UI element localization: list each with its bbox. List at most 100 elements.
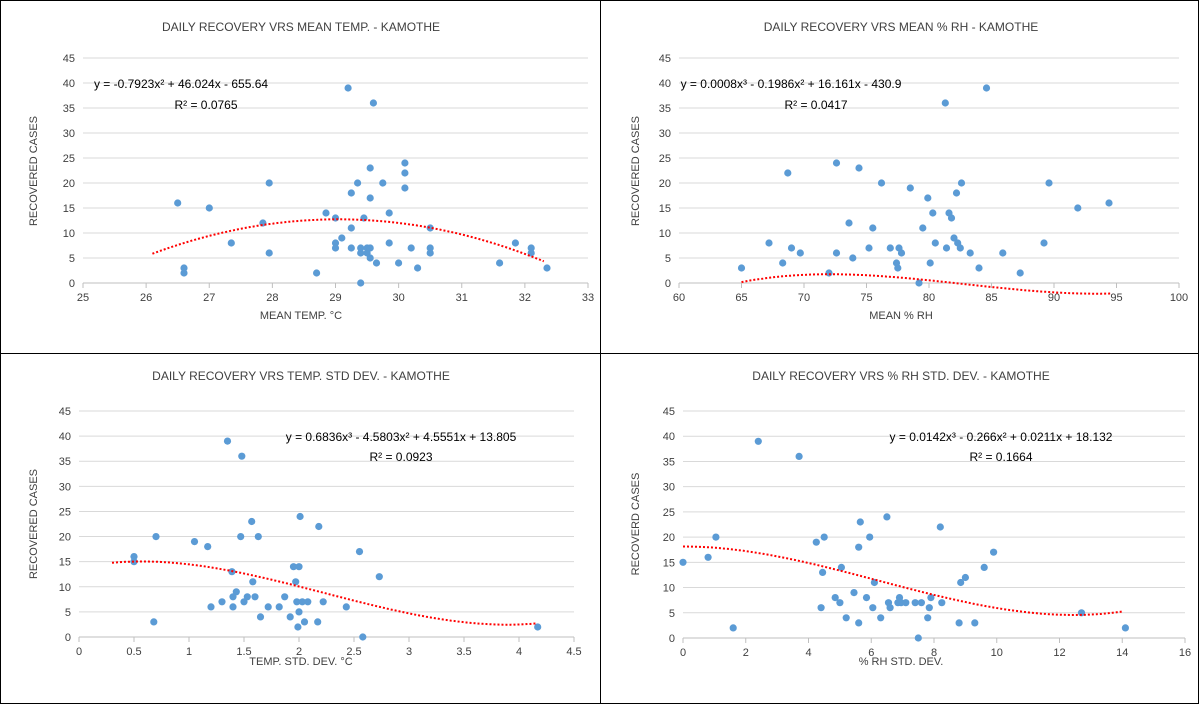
x-tick-label: 0 (76, 646, 82, 658)
data-point (426, 249, 434, 257)
data-point (729, 624, 737, 632)
data-point (401, 169, 409, 177)
data-point (130, 553, 138, 561)
y-axis-label: RECOVERED CASES (28, 116, 40, 226)
x-tick-label: 33 (582, 292, 594, 304)
data-point (265, 249, 273, 257)
r-squared-label: R² = 0.1664 (969, 450, 1032, 464)
data-point (354, 179, 362, 187)
x-axis-label: % RH STD. DEV. (859, 656, 944, 668)
data-point (1040, 239, 1048, 247)
x-tick-label: 65 (735, 292, 747, 304)
x-tick-label: 27 (203, 292, 215, 304)
data-point (817, 604, 825, 612)
data-point (180, 264, 188, 272)
data-point (787, 244, 796, 252)
data-point (223, 437, 232, 445)
x-tick-label: 70 (798, 292, 810, 304)
y-tick-label: 45 (59, 406, 71, 418)
data-point (256, 613, 265, 621)
y-tick-label: 40 (659, 78, 671, 90)
y-axis-label: RECOVERD CASES (630, 473, 642, 576)
data-point (971, 619, 979, 627)
data-point (293, 598, 301, 606)
y-tick-label: 20 (59, 532, 71, 544)
data-point (372, 259, 381, 267)
data-point (929, 209, 937, 217)
x-tick-label: 1 (186, 646, 192, 658)
y-tick-label: 0 (665, 278, 671, 290)
data-point (174, 199, 182, 207)
trendline-equation: y = 0.0142x³ - 0.266x² + 0.0211x + 18.13… (890, 430, 1113, 444)
x-tick-label: 29 (329, 292, 341, 304)
data-point (869, 604, 877, 612)
data-point (401, 184, 409, 192)
x-tick-label: 28 (266, 292, 278, 304)
data-point (952, 189, 961, 197)
data-point (295, 563, 303, 571)
y-tick-label: 5 (669, 608, 675, 620)
x-tick-label: 3 (406, 646, 412, 658)
y-tick-label: 15 (663, 557, 675, 569)
data-point (938, 599, 946, 607)
y-tick-label: 25 (659, 153, 671, 165)
data-point (232, 588, 240, 596)
data-point (426, 224, 434, 232)
data-point (366, 164, 374, 172)
data-point (911, 599, 919, 607)
y-tick-label: 0 (69, 278, 75, 290)
data-point (204, 543, 212, 551)
data-point (313, 269, 321, 277)
y-tick-label: 30 (59, 481, 71, 493)
data-point (296, 512, 304, 521)
data-point (712, 533, 720, 541)
data-point (275, 603, 283, 611)
data-point (366, 244, 374, 252)
data-point (366, 254, 374, 262)
y-tick-label: 5 (69, 253, 75, 265)
y-tick-label: 5 (65, 607, 71, 619)
data-point (980, 563, 988, 571)
data-point (825, 269, 833, 277)
data-point (243, 593, 251, 601)
y-tick-label: 30 (663, 482, 675, 494)
data-point (855, 619, 863, 627)
data-point (342, 603, 350, 611)
data-point (315, 522, 323, 531)
data-point (237, 533, 245, 541)
data-point (924, 614, 932, 622)
y-tick-label: 40 (63, 78, 75, 90)
x-tick-label: 14 (1116, 647, 1128, 659)
y-tick-label: 20 (659, 178, 671, 190)
chart-svg-temp-std-dev: DAILY RECOVERY VRS TEMP. STD DEV. - KAMO… (28, 369, 582, 668)
data-point (831, 594, 839, 602)
data-point (894, 264, 902, 272)
data-point (950, 234, 958, 242)
data-point (819, 568, 827, 576)
data-point (1045, 179, 1053, 187)
data-point (942, 244, 951, 252)
data-point (924, 194, 932, 202)
trendline-equation: y = 0.0008x³ - 0.1986x² + 16.161x - 430.… (681, 77, 902, 91)
y-tick-label: 15 (63, 203, 75, 215)
data-point (754, 437, 762, 445)
data-point (866, 533, 874, 541)
data-point (286, 613, 294, 621)
data-point (254, 533, 262, 541)
data-point (205, 204, 213, 212)
data-point (765, 239, 773, 247)
y-tick-label: 20 (663, 532, 675, 544)
data-point (737, 264, 746, 272)
data-point (344, 84, 352, 92)
chart-panel-mean-temp: DAILY RECOVERY VRS MEAN TEMP. - KAMOTHE 0… (0, 0, 601, 354)
x-tick-label: 85 (985, 292, 997, 304)
data-point (832, 159, 841, 167)
data-point (385, 239, 393, 247)
x-axis-label: MEAN % RH (869, 310, 933, 322)
data-point (975, 264, 983, 272)
x-tick-label: 75 (860, 292, 872, 304)
y-tick-label: 40 (59, 431, 71, 443)
chart-title: DAILY RECOVERY VRS TEMP. STD DEV. - KAMO… (152, 369, 450, 383)
data-point (249, 578, 257, 586)
data-point (966, 249, 974, 257)
